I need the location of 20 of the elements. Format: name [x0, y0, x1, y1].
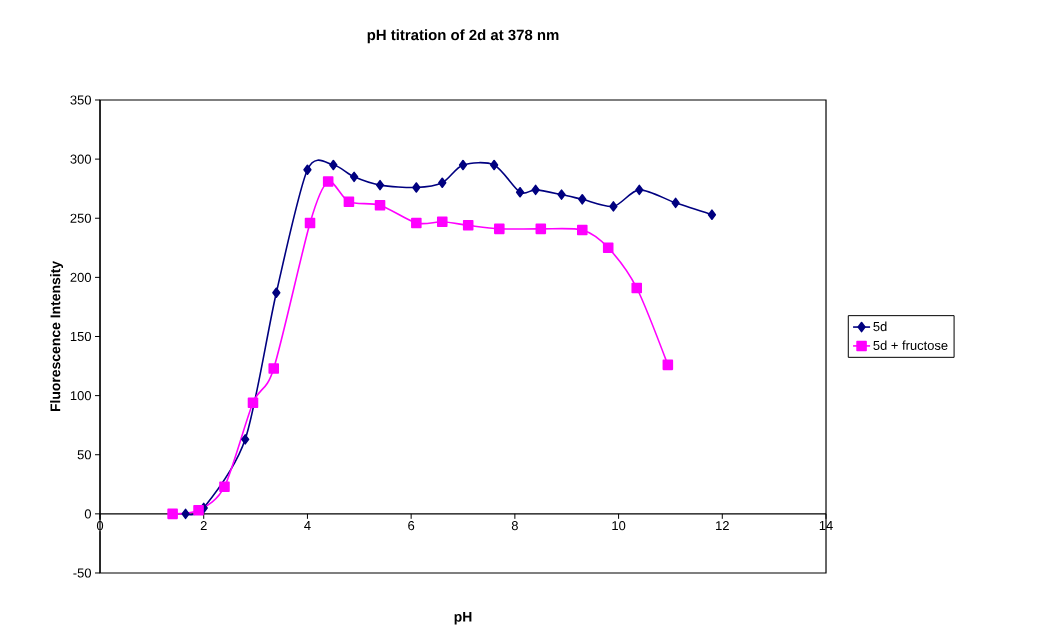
y-tick-label: 350 — [70, 95, 91, 105]
x-tick-label: 8 — [511, 521, 518, 531]
legend-label: 5d — [873, 321, 887, 332]
chart-title: pH titration of 2d at 378 nm — [367, 29, 559, 44]
y-tick-label: -50 — [73, 568, 92, 578]
y-tick-label: 0 — [84, 509, 92, 519]
x-tick-label: 2 — [200, 521, 207, 531]
x-tick-label: 4 — [304, 521, 311, 530]
x-axis-title: pH — [454, 611, 472, 625]
y-tick-label: 300 — [70, 154, 91, 164]
y-tick-label: 100 — [70, 391, 91, 401]
legend-label: 5d + fructose — [873, 340, 948, 350]
y-axis-title: Fluorescence Intensity — [50, 260, 64, 412]
x-tick-label: 12 — [716, 521, 729, 531]
x-tick-label: 10 — [612, 521, 626, 531]
y-tick-label: 200 — [70, 272, 91, 282]
y-tick-label: 250 — [70, 213, 91, 223]
x-tick-label: 6 — [408, 521, 415, 531]
y-tick-label: 50 — [77, 450, 92, 460]
y-tick-label: 150 — [70, 331, 91, 342]
